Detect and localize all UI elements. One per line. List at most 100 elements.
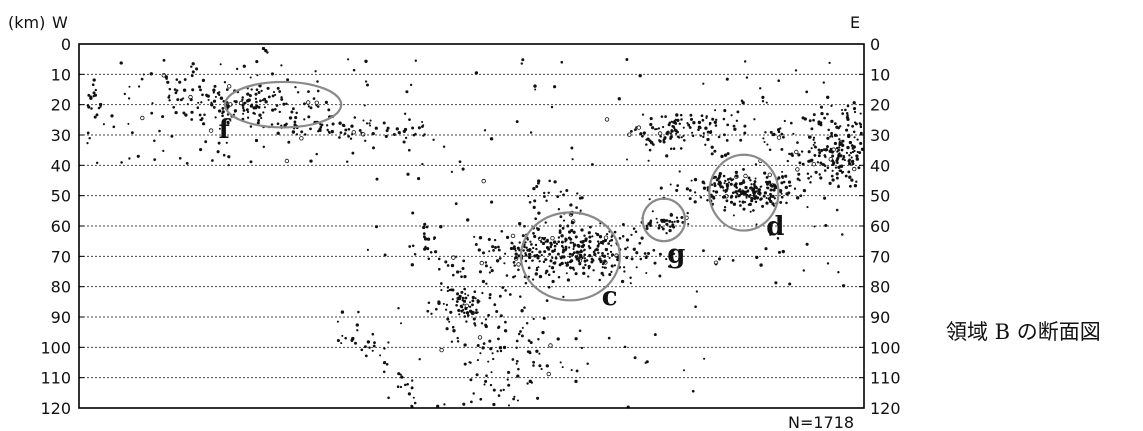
hypocenter-point <box>500 229 504 233</box>
hypocenter-point <box>859 141 863 145</box>
hypocenter-point <box>786 159 789 163</box>
hypocenter-point <box>848 175 852 179</box>
hypocenter-point <box>550 235 555 241</box>
hypocenter-point <box>675 113 679 117</box>
hypocenter-point <box>423 133 426 136</box>
hypocenter-point <box>680 253 684 257</box>
hypocenter-point <box>457 308 461 312</box>
hypocenter-point <box>645 271 648 275</box>
hypocenter-point <box>437 301 441 305</box>
hypocenter-point <box>91 83 95 87</box>
hypocenter-point <box>607 336 611 340</box>
hypocenter-point <box>318 128 322 132</box>
hypocenter-point <box>823 164 827 168</box>
hypocenter-point <box>225 141 228 144</box>
hypocenter-point <box>218 127 221 130</box>
hypocenter-point <box>524 259 528 263</box>
hypocenter-point <box>238 100 244 106</box>
hypocenter-point <box>552 270 556 274</box>
hypocenter-point <box>797 172 801 176</box>
hypocenter-point <box>699 196 703 199</box>
hypocenter-point <box>699 126 702 130</box>
hypocenter-point <box>789 184 792 187</box>
hypocenter-point <box>503 262 506 265</box>
hypocenter-point <box>652 143 655 146</box>
hypocenter-point <box>762 194 766 198</box>
hypocenter-point <box>167 96 171 99</box>
hypocenter-point <box>812 136 816 139</box>
hypocenter-point <box>463 315 467 318</box>
hypocenter-point <box>408 245 412 248</box>
hypocenter-point <box>490 200 494 204</box>
hypocenter-point <box>853 184 858 188</box>
hypocenter-point <box>316 105 320 108</box>
hypocenter-point <box>763 140 766 144</box>
hypocenter-point <box>93 115 97 119</box>
hypocenter-point <box>456 340 460 343</box>
hypocenter-point <box>495 259 500 263</box>
hypocenter-point <box>185 162 189 165</box>
cluster-label-c: c <box>602 282 618 312</box>
left-depth-tick-label: 10 <box>51 65 71 84</box>
hypocenter-point <box>464 296 468 300</box>
hypocenter-point <box>531 250 534 254</box>
hypocenter-point <box>572 245 576 248</box>
hypocenter-point <box>496 337 500 341</box>
hypocenter-point <box>534 217 538 221</box>
hypocenter-point <box>347 127 351 131</box>
hypocenter-point <box>762 137 765 140</box>
hypocenter-point <box>347 135 350 138</box>
hypocenter-point <box>357 310 360 314</box>
hypocenter-point <box>563 249 566 252</box>
hypocenter-point <box>87 105 91 109</box>
hypocenter-point <box>254 97 258 100</box>
hypocenter-point <box>190 118 194 121</box>
hypocenter-point <box>702 186 707 190</box>
hypocenter-point <box>478 270 482 274</box>
hypocenter-point <box>360 131 363 134</box>
hypocenter-point <box>673 127 676 130</box>
hypocenter-point <box>174 110 178 115</box>
hypocenter-point <box>396 385 400 388</box>
hypocenter-point <box>669 137 672 140</box>
hypocenter-point <box>507 383 511 387</box>
hypocenter-point <box>603 235 609 240</box>
hypocenter-point <box>630 257 634 261</box>
hypocenter-point <box>462 299 467 303</box>
hypocenter-point <box>473 235 476 238</box>
hypocenter-point <box>735 186 738 189</box>
hypocenter-point <box>315 104 318 107</box>
hypocenter-point <box>702 135 705 139</box>
hypocenter-point <box>527 255 532 260</box>
hypocenter-point <box>303 118 306 121</box>
hypocenter-point <box>669 132 672 135</box>
hypocenter-point <box>364 139 367 142</box>
hypocenter-point <box>510 233 516 239</box>
hypocenter-point <box>426 247 430 251</box>
hypocenter-point <box>216 150 220 154</box>
hypocenter-point <box>722 189 725 192</box>
hypocenter-point <box>515 120 519 124</box>
hypocenter-point <box>554 261 557 264</box>
hypocenter-point <box>481 346 485 350</box>
hypocenter-point <box>569 241 573 244</box>
hypocenter-point <box>723 206 727 209</box>
hypocenter-point <box>754 177 757 180</box>
hypocenter-point <box>601 252 604 255</box>
hypocenter-point <box>579 240 583 244</box>
hypocenter-point <box>523 224 526 228</box>
cluster-label-d: d <box>766 212 784 242</box>
hypocenter-point <box>120 161 123 164</box>
hypocenter-point <box>622 266 626 269</box>
hypocenter-point <box>363 104 366 107</box>
hypocenter-point <box>425 225 429 229</box>
hypocenter-point <box>826 112 829 116</box>
hypocenter-point <box>557 208 561 211</box>
hypocenter-point <box>309 106 313 110</box>
hypocenter-point <box>784 185 788 190</box>
hypocenter-point <box>725 199 729 203</box>
hypocenter-point <box>830 174 834 178</box>
hypocenter-point <box>575 206 578 209</box>
hypocenter-point <box>351 130 356 135</box>
left-depth-tick-label: 90 <box>51 308 71 327</box>
